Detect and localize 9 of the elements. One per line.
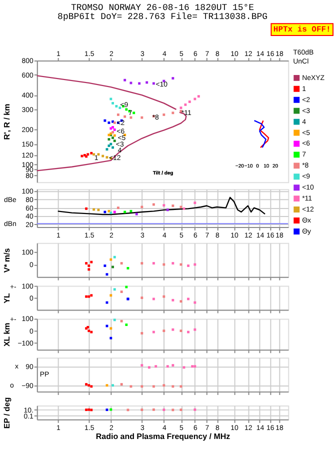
- chart-subtitle: 8pBP6It DoY= 228.763 File= TR113038.BPG: [58, 12, 268, 22]
- x-axis-title: Radio and Plasma Frequency / MHz: [96, 432, 230, 441]
- chart-title: TROMSO NORWAY 26-08-16 1820UT 15°E: [71, 3, 254, 14]
- text: HPTx is OFF!: [273, 26, 331, 35]
- y-axis-title: XL km: [2, 322, 12, 347]
- y-axis-title: EP / deg: [2, 397, 12, 429]
- y-axis-title: YL: [2, 293, 12, 304]
- y-axis-title: R', R / km: [2, 104, 12, 140]
- y-axis-title: V* m/s: [2, 248, 12, 273]
